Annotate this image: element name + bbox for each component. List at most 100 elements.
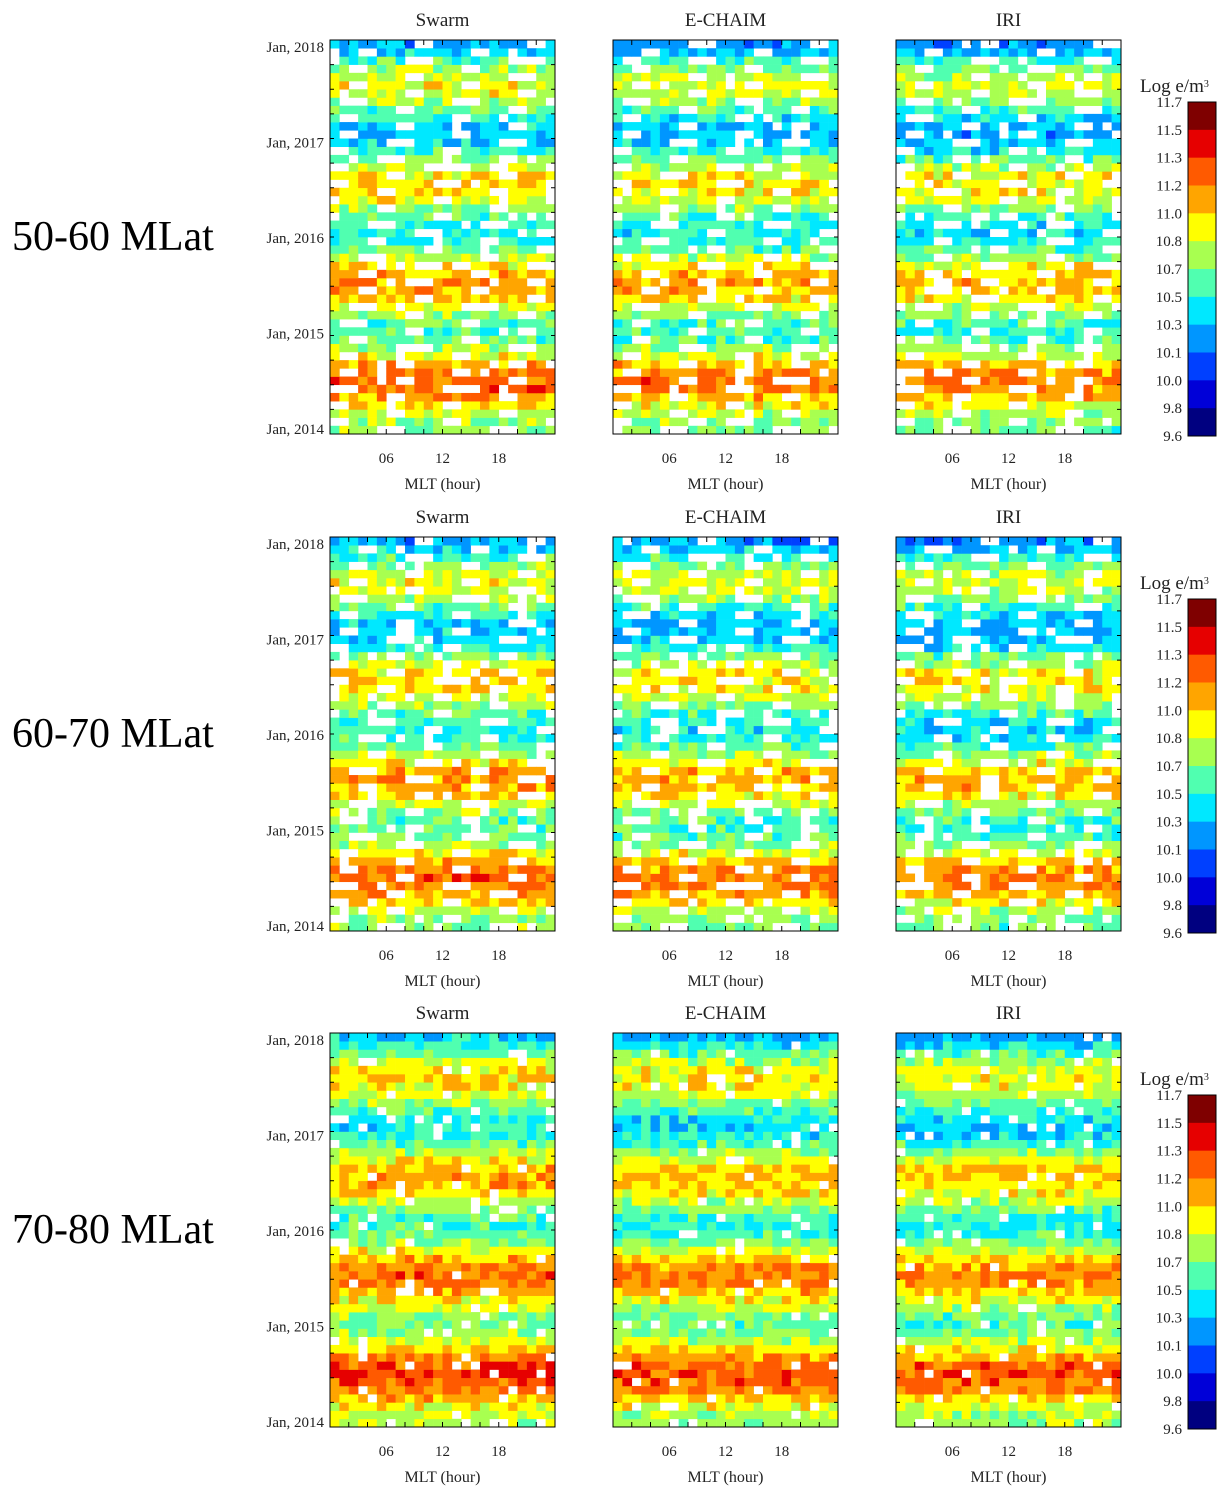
- r0p0-cell: [489, 311, 499, 320]
- r0p1-cell: [660, 401, 670, 410]
- r1p0-cell: [461, 545, 471, 554]
- r0p1-cell: [772, 163, 782, 172]
- r1p0-cell: [499, 611, 509, 620]
- r0p1-cell: [613, 393, 623, 402]
- r0p0-cell: [489, 352, 499, 361]
- r1p1-cell: [819, 824, 829, 833]
- r0p1-cell: [735, 221, 745, 230]
- r1p0-cell: [386, 915, 396, 924]
- r0p1-cell: [726, 327, 736, 336]
- r1p0-cell: [349, 923, 359, 932]
- r1p1-cell: [801, 693, 811, 702]
- r1p1-cell: [660, 636, 670, 645]
- r1p0-cell: [339, 775, 349, 784]
- r1p0-cell: [330, 800, 340, 809]
- r0p1-cell: [651, 188, 661, 197]
- r0p2-cell: [990, 73, 1000, 82]
- r0p0-cell: [443, 40, 453, 49]
- r1p0-cell: [377, 627, 387, 636]
- r1p0-cell: [489, 906, 499, 915]
- r0p0-cell: [349, 278, 359, 287]
- r0p1-cell: [791, 401, 801, 410]
- r0p0-cell: [527, 163, 537, 172]
- r0p2-cell: [934, 171, 944, 180]
- r1p1-cell: [829, 791, 839, 800]
- r0p1-cell: [829, 122, 839, 131]
- r0p1-cell: [819, 180, 829, 189]
- r0p0-cell: [527, 385, 537, 394]
- r1p0-cell: [358, 537, 368, 546]
- r1p0-cell: [330, 890, 340, 899]
- r1p2-cell: [962, 898, 972, 907]
- r0p0-cell: [424, 171, 434, 180]
- r0p1-cell: [716, 40, 726, 49]
- r0p1-cell: [660, 418, 670, 427]
- r0p2-cell: [980, 286, 990, 295]
- r0p1-cell: [735, 204, 745, 213]
- r1p1-cell: [679, 808, 689, 817]
- r0p1-cell: [782, 270, 792, 279]
- r1p0-cell: [358, 923, 368, 932]
- r1p0-cell: [443, 767, 453, 776]
- r0p0-cell: [499, 89, 509, 98]
- r0p1-cell: [641, 393, 651, 402]
- r0p0-cell: [452, 360, 462, 369]
- r1p0-cell: [480, 553, 490, 562]
- r0p1-cell: [688, 336, 698, 345]
- r1p1-cell: [791, 833, 801, 842]
- r0p1-cell: [688, 319, 698, 328]
- r0p1-cell: [697, 360, 707, 369]
- r1p1-cell: [716, 800, 726, 809]
- r0p0-cell: [386, 48, 396, 57]
- r0p0-cell: [527, 237, 537, 246]
- r1p1-cell: [801, 775, 811, 784]
- r0p2-cell: [971, 418, 981, 427]
- r0p1-cell: [716, 237, 726, 246]
- r1p1-cell: [632, 767, 642, 776]
- r1p2-cell: [934, 857, 944, 866]
- r0p2-cell: [1093, 65, 1103, 74]
- r1p1-cell: [651, 759, 661, 768]
- r1p1-cell: [772, 824, 782, 833]
- r0p0-cell: [518, 401, 528, 410]
- r0p0-cell: [405, 253, 415, 262]
- r1p1-cell: [622, 553, 632, 562]
- r0p0-cell: [377, 114, 387, 123]
- r0p2-cell: [1084, 204, 1094, 213]
- r1p0-cell: [396, 553, 406, 562]
- r0p0-cell: [368, 352, 378, 361]
- r0p1-cell: [819, 344, 829, 353]
- r0p0-cell: [405, 426, 415, 435]
- r1p1-cell: [651, 923, 661, 932]
- r1p1-cell: [622, 857, 632, 866]
- r1p2-cell: [1084, 906, 1094, 915]
- r0p0-cell: [386, 73, 396, 82]
- r1p0-cell: [508, 775, 518, 784]
- r1p1-cell: [660, 611, 670, 620]
- r1p1-cell: [744, 742, 754, 751]
- r1p1-cell: [829, 800, 839, 809]
- r1p0-cell: [536, 734, 546, 743]
- r0p2-cell: [896, 56, 906, 65]
- r0p2-cell: [999, 368, 1009, 377]
- r1p1-cell: [744, 734, 754, 743]
- r0p1-cell: [651, 393, 661, 402]
- r0p2-cell: [999, 418, 1009, 427]
- r0p0-cell: [349, 253, 359, 262]
- r1p1-cell: [791, 685, 801, 694]
- r0p1-cell: [829, 418, 839, 427]
- r0p0-cell: [396, 89, 406, 98]
- r0p1-cell: [726, 56, 736, 65]
- r0p1-cell: [791, 270, 801, 279]
- r1p1-cell: [613, 767, 623, 776]
- r1p0-cell: [471, 726, 481, 735]
- r0p1-cell: [735, 270, 745, 279]
- r0p2-cell: [1009, 229, 1019, 238]
- r1p0-cell: [358, 685, 368, 694]
- r1p0-cell: [396, 915, 406, 924]
- r0p0-cell: [433, 114, 443, 123]
- r1p0-cell: [480, 709, 490, 718]
- r0p2-cell: [1093, 237, 1103, 246]
- r1p1-cell: [641, 652, 651, 661]
- r1p0-cell: [499, 865, 509, 874]
